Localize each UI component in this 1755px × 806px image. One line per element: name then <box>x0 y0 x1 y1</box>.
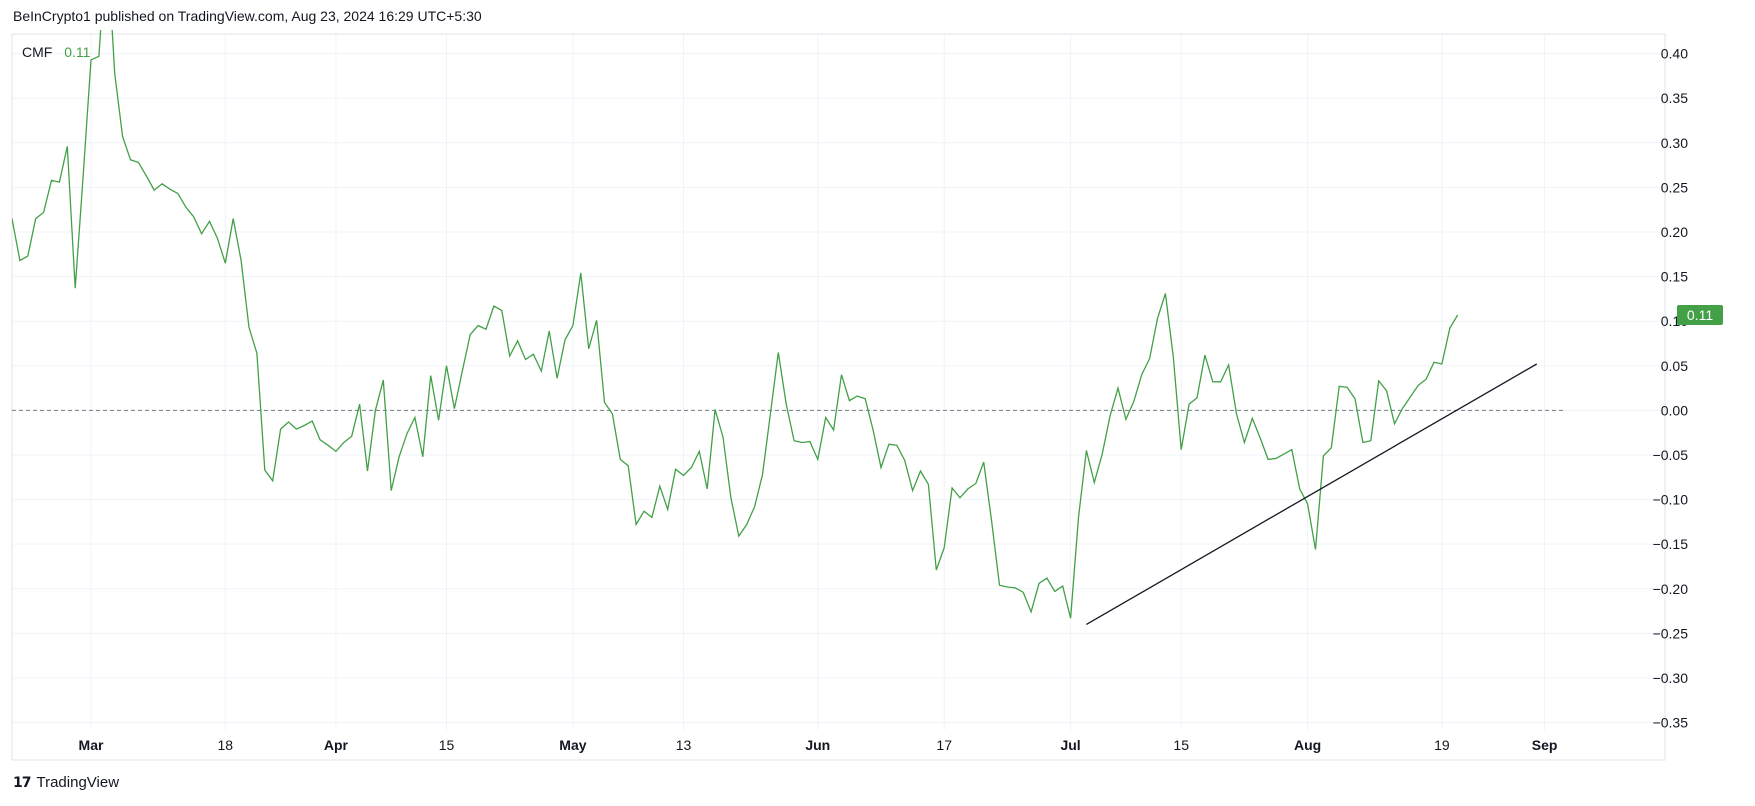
x-tick-label: Aug <box>1294 737 1321 753</box>
tradingview-brand: TradingView <box>36 774 120 791</box>
badge-background <box>1677 304 1723 325</box>
indicator-legend[interactable]: CMF 0.11 <box>22 44 90 60</box>
x-tick-label: 15 <box>439 737 455 753</box>
y-tick-label: −0.30 <box>1653 670 1689 686</box>
x-tick-label: 19 <box>1434 737 1450 753</box>
trendline[interactable] <box>1086 363 1538 625</box>
y-tick-label: −0.25 <box>1653 625 1689 641</box>
y-tick-label: −0.15 <box>1653 536 1689 552</box>
trendline-segment[interactable] <box>1086 363 1538 625</box>
publisher-header: BeInCrypto1 published on TradingView.com… <box>13 8 482 24</box>
legend-name: CMF <box>22 44 53 60</box>
y-tick-label: 0.25 <box>1661 179 1688 195</box>
x-tick-label: 17 <box>936 737 952 753</box>
y-tick-label: −0.20 <box>1653 581 1689 597</box>
x-tick-label: Jul <box>1060 737 1080 753</box>
legend-value: 0.11 <box>64 44 91 60</box>
y-tick-label: 0.30 <box>1661 135 1688 151</box>
x-tick-label: 13 <box>676 737 692 753</box>
tradingview-footer[interactable]: 17 TradingView <box>13 774 119 791</box>
last-value-badge: 0.11 <box>1677 304 1723 325</box>
x-tick-label: Mar <box>79 737 104 753</box>
y-tick-label: 0.00 <box>1661 402 1688 418</box>
plot-border <box>11 33 1666 761</box>
y-tick-label: −0.05 <box>1653 447 1689 463</box>
x-tick-label: Sep <box>1532 737 1558 753</box>
grid-lines <box>12 34 1665 730</box>
x-tick-label: Jun <box>805 737 830 753</box>
y-tick-label: 0.35 <box>1661 90 1688 106</box>
y-tick-label: −0.10 <box>1653 492 1689 508</box>
cmf-series <box>12 30 1459 619</box>
y-axis: 0.400.350.300.250.200.150.100.050.00−0.0… <box>1653 46 1689 731</box>
y-tick-label: 0.20 <box>1661 224 1688 240</box>
x-tick-label: May <box>559 737 586 753</box>
y-tick-label: 0.05 <box>1661 358 1688 374</box>
tradingview-logo-icon: 17 <box>13 774 32 791</box>
x-tick-label: 15 <box>1173 737 1189 753</box>
cmf-line <box>12 30 1459 619</box>
y-tick-label: 0.40 <box>1661 46 1688 62</box>
x-tick-label: Apr <box>324 737 349 753</box>
x-axis: Mar 18 Apr 15 May 13 Jun 17 Jul 15 Aug 19 Sep <box>79 737 1558 753</box>
x-tick-label: 18 <box>218 737 234 753</box>
y-tick-label: 0.15 <box>1661 269 1688 285</box>
badge-text: 0.11 <box>1687 307 1713 323</box>
y-tick-label: −0.35 <box>1653 715 1689 731</box>
